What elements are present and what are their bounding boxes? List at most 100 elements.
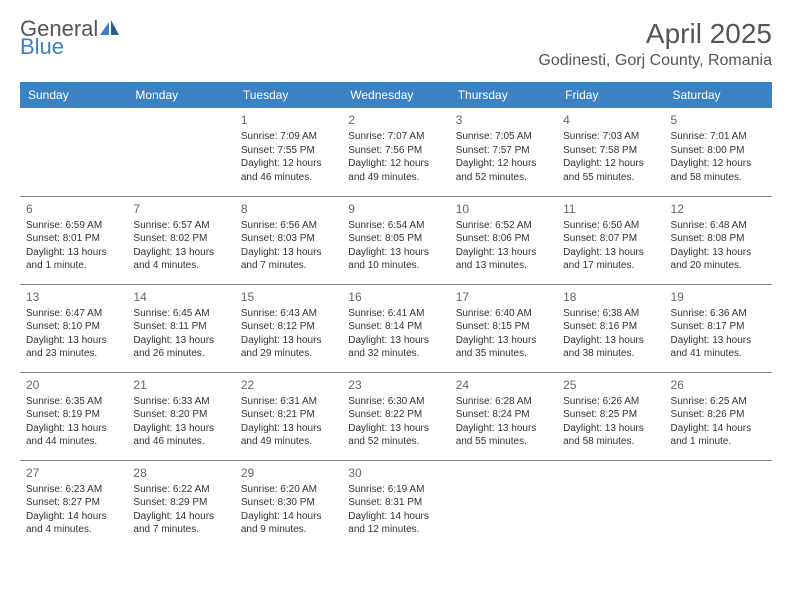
day-number: 17 <box>456 289 551 305</box>
logo: General Blue <box>20 18 120 58</box>
sunset-text: Sunset: 8:02 PM <box>133 232 228 246</box>
sunrise-text: Sunrise: 6:23 AM <box>26 483 121 497</box>
sunrise-text: Sunrise: 6:40 AM <box>456 307 551 321</box>
daylight-text: Daylight: 13 hours <box>456 246 551 260</box>
day-number: 4 <box>563 112 658 128</box>
daylight-text: and 20 minutes. <box>671 259 766 273</box>
daylight-text: and 13 minutes. <box>456 259 551 273</box>
sunrise-text: Sunrise: 6:47 AM <box>26 307 121 321</box>
daylight-text: and 35 minutes. <box>456 347 551 361</box>
sunset-text: Sunset: 8:29 PM <box>133 496 228 510</box>
daylight-text: and 32 minutes. <box>348 347 443 361</box>
daylight-text: and 52 minutes. <box>348 435 443 449</box>
daylight-text: Daylight: 13 hours <box>241 246 336 260</box>
daylight-text: and 29 minutes. <box>241 347 336 361</box>
sunrise-text: Sunrise: 6:56 AM <box>241 219 336 233</box>
daylight-text: Daylight: 13 hours <box>133 422 228 436</box>
calendar-day-cell <box>557 460 664 548</box>
day-number: 23 <box>348 377 443 393</box>
calendar-day-cell <box>665 460 772 548</box>
daylight-text: and 9 minutes. <box>241 523 336 537</box>
header: General Blue April 2025 Godinesti, Gorj … <box>20 18 772 70</box>
calendar-day-cell: 24 Sunrise: 6:28 AMSunset: 8:24 PMDayligh… <box>450 372 557 460</box>
sunrise-text: Sunrise: 7:09 AM <box>241 130 336 144</box>
calendar-week-row: 6Sunrise: 6:59 AMSunset: 8:01 PMDaylight… <box>20 196 772 284</box>
daylight-text: Daylight: 13 hours <box>241 334 336 348</box>
calendar-day-cell <box>127 108 234 196</box>
sunrise-text: Sunrise: 7:03 AM <box>563 130 658 144</box>
daylight-text: Daylight: 13 hours <box>563 422 658 436</box>
calendar-day-cell: 1Sunrise: 7:09 AMSunset: 7:55 PMDaylight… <box>235 108 342 196</box>
day-number: 21 <box>133 377 228 393</box>
day-number: 11 <box>563 201 658 217</box>
weekday-header: Tuesday <box>235 82 342 108</box>
calendar-day-cell: 30Sunrise: 6:19 AMSunset: 8:31 PMDayligh… <box>342 460 449 548</box>
sunrise-text: Sunrise: 6:33 AM <box>133 395 228 409</box>
day-number: 26 <box>671 377 766 393</box>
daylight-text: and 26 minutes. <box>133 347 228 361</box>
sunrise-text: Sunrise: 7:07 AM <box>348 130 443 144</box>
day-number: 18 <box>563 289 658 305</box>
daylight-text: Daylight: 13 hours <box>26 334 121 348</box>
sunrise-text: Sunrise: 6:50 AM <box>563 219 658 233</box>
daylight-text: Daylight: 13 hours <box>348 334 443 348</box>
daylight-text: Daylight: 13 hours <box>456 422 551 436</box>
sunset-text: Sunset: 8:30 PM <box>241 496 336 510</box>
daylight-text: and 58 minutes. <box>671 171 766 185</box>
calendar-day-cell: 14Sunrise: 6:45 AMSunset: 8:11 PMDayligh… <box>127 284 234 372</box>
day-number: 25 <box>563 377 658 393</box>
calendar-day-cell: 22Sunrise: 6:31 AMSunset: 8:21 PMDayligh… <box>235 372 342 460</box>
daylight-text: and 52 minutes. <box>456 171 551 185</box>
daylight-text: Daylight: 13 hours <box>671 334 766 348</box>
sunrise-text: Sunrise: 6:59 AM <box>26 219 121 233</box>
sunset-text: Sunset: 8:19 PM <box>26 408 121 422</box>
sunset-text: Sunset: 8:24 PM <box>456 408 551 422</box>
calendar-day-cell: 18Sunrise: 6:38 AMSunset: 8:16 PMDayligh… <box>557 284 664 372</box>
sunset-text: Sunset: 8:16 PM <box>563 320 658 334</box>
calendar-day-cell: 25Sunrise: 6:26 AMSunset: 8:25 PMDayligh… <box>557 372 664 460</box>
daylight-text: Daylight: 13 hours <box>348 422 443 436</box>
calendar-week-row: 1Sunrise: 7:09 AMSunset: 7:55 PMDaylight… <box>20 108 772 196</box>
daylight-text: and 1 minute. <box>26 259 121 273</box>
daylight-text: and 1 minute. <box>671 435 766 449</box>
weekday-header: Thursday <box>450 82 557 108</box>
day-number: 22 <box>241 377 336 393</box>
daylight-text: and 10 minutes. <box>348 259 443 273</box>
sunrise-text: Sunrise: 6:28 AM <box>456 395 551 409</box>
calendar-day-cell <box>20 108 127 196</box>
calendar-day-cell: 28Sunrise: 6:22 AMSunset: 8:29 PMDayligh… <box>127 460 234 548</box>
day-number: 1 <box>241 112 336 128</box>
day-number: 6 <box>26 201 121 217</box>
sunrise-text: Sunrise: 6:43 AM <box>241 307 336 321</box>
weekday-header: Wednesday <box>342 82 449 108</box>
sunset-text: Sunset: 7:56 PM <box>348 144 443 158</box>
sunset-text: Sunset: 8:14 PM <box>348 320 443 334</box>
daylight-text: and 46 minutes. <box>241 171 336 185</box>
day-number: 2 <box>348 112 443 128</box>
day-number: 3 <box>456 112 551 128</box>
calendar-day-cell: 27Sunrise: 6:23 AMSunset: 8:27 PMDayligh… <box>20 460 127 548</box>
daylight-text: Daylight: 14 hours <box>348 510 443 524</box>
calendar-day-cell: 3Sunrise: 7:05 AMSunset: 7:57 PMDaylight… <box>450 108 557 196</box>
sunset-text: Sunset: 8:20 PM <box>133 408 228 422</box>
daylight-text: Daylight: 13 hours <box>26 422 121 436</box>
daylight-text: and 23 minutes. <box>26 347 121 361</box>
day-number: 27 <box>26 465 121 481</box>
day-number: 19 <box>671 289 766 305</box>
weekday-header-row: Sunday Monday Tuesday Wednesday Thursday… <box>20 82 772 108</box>
sunset-text: Sunset: 8:26 PM <box>671 408 766 422</box>
sunrise-text: Sunrise: 6:35 AM <box>26 395 121 409</box>
daylight-text: Daylight: 14 hours <box>241 510 336 524</box>
calendar-day-cell: 15Sunrise: 6:43 AMSunset: 8:12 PMDayligh… <box>235 284 342 372</box>
sunset-text: Sunset: 8:08 PM <box>671 232 766 246</box>
daylight-text: Daylight: 12 hours <box>456 157 551 171</box>
calendar-day-cell: 11Sunrise: 6:50 AMSunset: 8:07 PMDayligh… <box>557 196 664 284</box>
sunset-text: Sunset: 8:11 PM <box>133 320 228 334</box>
daylight-text: and 41 minutes. <box>671 347 766 361</box>
calendar-day-cell: 26Sunrise: 6:25 AMSunset: 8:26 PMDayligh… <box>665 372 772 460</box>
sunrise-text: Sunrise: 6:26 AM <box>563 395 658 409</box>
calendar-day-cell <box>450 460 557 548</box>
day-number: 24 <box>456 377 551 393</box>
calendar-day-cell: 23Sunrise: 6:30 AMSunset: 8:22 PMDayligh… <box>342 372 449 460</box>
calendar-day-cell: 21 Sunrise: 6:33 AMSunset: 8:20 PMDayligh… <box>127 372 234 460</box>
